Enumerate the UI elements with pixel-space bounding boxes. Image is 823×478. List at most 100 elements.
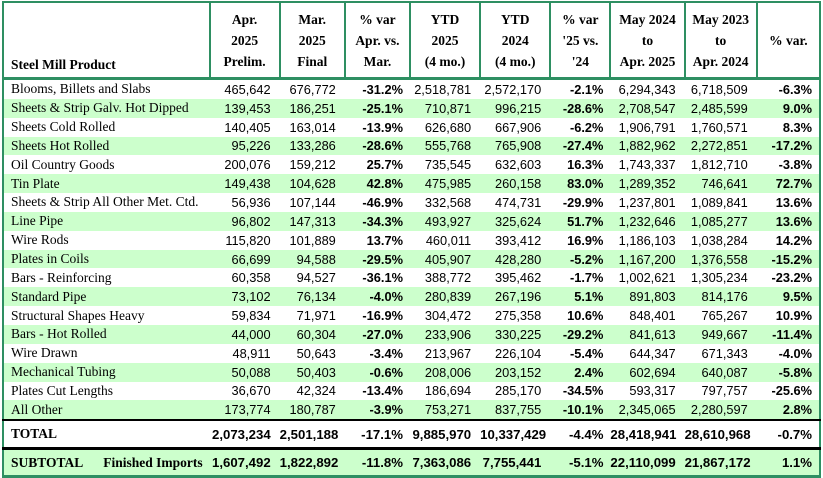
value-cell: 149,438: [209, 174, 280, 194]
value-cell: 213,967: [424, 345, 472, 361]
percent-variance-cell: -34.3%: [344, 211, 410, 231]
value-cell: 1,743,337: [618, 157, 676, 173]
column-header-line: Prelim.: [223, 53, 266, 69]
percent-variance-cell: -6.3%: [778, 81, 812, 97]
value-cell: 48,911: [232, 345, 271, 361]
total-row-value-cell: 2,073,234: [209, 419, 280, 451]
value-cell: 388,772: [424, 270, 472, 286]
table-row: Mechanical Tubing 50,088 50,403 -0.6% 208,00…: [3, 362, 820, 382]
value-cell: 765,908: [480, 136, 551, 156]
value-cell: 332,568: [424, 194, 472, 210]
value-cell: 593,317: [629, 383, 676, 399]
value-cell: 6,294,343: [618, 81, 676, 97]
total-row-value-cell: 9,885,970: [409, 419, 481, 451]
table-row: Oil Country Goods 200,076 159,212 25.7% 735,…: [3, 155, 820, 174]
table-row: Bars - Hot Rolled 44,000 60,304 -27.0% 233,9…: [3, 324, 820, 344]
product-name-cell: Line Pipe: [3, 211, 210, 231]
value-cell: 405,907: [409, 249, 481, 269]
value-cell: 428,280: [480, 249, 551, 269]
column-header-line: Mar.: [363, 53, 392, 69]
percent-variance-cell: 13.6%: [756, 211, 820, 231]
value-cell: 632,603: [495, 157, 542, 173]
subtotal-row-sublabel: Finished Imports: [103, 454, 203, 470]
value-cell: 2,708,547: [610, 98, 685, 118]
percent-variance-cell: 10.6%: [567, 308, 604, 324]
value-cell: 710,871: [409, 98, 481, 118]
percent-variance-cell: 42.8%: [344, 174, 410, 194]
column-header-line: to: [715, 32, 727, 48]
percent-variance-cell: 9.5%: [756, 287, 820, 307]
value-cell: 280,839: [409, 287, 481, 307]
value-cell: 1,760,571: [690, 119, 748, 135]
percent-variance-cell: -34.5%: [562, 383, 604, 399]
value-cell: 1,232,646: [610, 211, 685, 231]
column-header-line: % var.: [769, 32, 808, 48]
percent-variance-cell: -10.1%: [550, 400, 611, 421]
product-name-cell: Sheets & Strip Galv. Hot Dipped: [3, 98, 210, 118]
subtotal-row-value-cell: 1.1%: [756, 448, 820, 477]
column-header-line: May 2023: [692, 11, 749, 27]
column-header-line: % var: [359, 11, 396, 27]
value-cell: 848,401: [629, 308, 676, 324]
table-row: Bars - Reinforcing 60,358 94,527 -36.1% 388,…: [3, 268, 820, 287]
percent-variance-cell: -28.6%: [550, 98, 611, 118]
total-row-value-cell: -17.1%: [344, 419, 410, 451]
column-header-line: '24: [571, 53, 589, 69]
value-cell: 50,643: [296, 345, 336, 361]
value-cell: 6,718,509: [690, 81, 748, 97]
value-cell: 60,358: [231, 270, 271, 286]
subtotal-row-value-cell: 7,755,441: [480, 448, 551, 477]
column-header-line: 2025: [298, 32, 326, 48]
value-cell: 891,803: [610, 287, 685, 307]
header-row: Steel Mill Product Apr. 2025 Prelim. Mar. 20…: [3, 2, 820, 80]
value-cell: 1,167,200: [610, 249, 685, 269]
value-cell: 95,226: [209, 136, 280, 156]
percent-variance-cell: -15.2%: [756, 249, 820, 269]
percent-variance-cell: -4.0%: [344, 287, 410, 307]
percent-variance-cell: 14.2%: [775, 232, 812, 248]
percent-variance-cell: 25.7%: [366, 157, 403, 173]
value-cell: 2,572,170: [484, 81, 542, 97]
table-row: Sheets & Strip Galv. Hot Dipped 139,453 18…: [3, 98, 820, 118]
percent-variance-cell: 83.0%: [550, 174, 611, 194]
subtotal-row-label-cell: SUBTOTAL Finished Imports: [3, 448, 210, 477]
value-cell: 644,347: [629, 345, 676, 361]
subtotal-row: SUBTOTAL Finished Imports 1,607,492 1,822,8…: [3, 448, 820, 477]
value-cell: 330,225: [480, 324, 551, 344]
value-cell: 1,089,841: [690, 194, 748, 210]
value-cell: 139,453: [209, 98, 280, 118]
total-row-value-cell: -0.7%: [756, 419, 820, 451]
value-cell: 66,699: [209, 249, 280, 269]
percent-variance-cell: -5.8%: [756, 362, 820, 382]
percent-variance-cell: -6.2%: [569, 119, 604, 135]
value-cell: 208,006: [409, 362, 481, 382]
table-row: Wire Drawn 48,911 50,643 -3.4% 213,967 226,10…: [3, 344, 820, 363]
percent-variance-cell: -3.9%: [344, 400, 410, 421]
value-cell: 949,667: [684, 324, 757, 344]
value-cell: 640,087: [684, 362, 757, 382]
table-row: Standard Pipe 73,102 76,134 -4.0% 280,839 267…: [3, 287, 820, 307]
value-cell: 260,158: [480, 174, 551, 194]
value-cell: 555,768: [409, 136, 481, 156]
column-header-line: YTD: [500, 11, 530, 27]
value-cell: 626,680: [424, 119, 472, 135]
value-cell: 267,196: [480, 287, 551, 307]
percent-variance-cell: 2.8%: [756, 400, 820, 421]
percent-variance-cell: 13.6%: [775, 194, 812, 210]
value-cell: 226,104: [495, 345, 542, 361]
value-cell: 395,462: [495, 270, 542, 286]
value-cell: 465,642: [224, 81, 271, 97]
column-header: % var Apr. vs. Mar.: [343, 2, 410, 80]
value-cell: 602,694: [610, 362, 685, 382]
value-cell: 474,731: [495, 194, 542, 210]
value-cell: 841,613: [610, 324, 685, 344]
table-row: Plates in Coils 66,699 94,588 -29.5% 405,907…: [3, 249, 820, 269]
percent-variance-cell: -25.1%: [344, 98, 410, 118]
value-cell: 1,237,801: [618, 194, 676, 210]
value-cell: 186,694: [424, 383, 472, 399]
value-cell: 275,358: [495, 308, 542, 324]
total-row-value-cell: 28,610,968: [684, 419, 757, 451]
value-cell: 1,002,621: [618, 270, 676, 286]
column-header-line: 2025: [231, 32, 259, 48]
